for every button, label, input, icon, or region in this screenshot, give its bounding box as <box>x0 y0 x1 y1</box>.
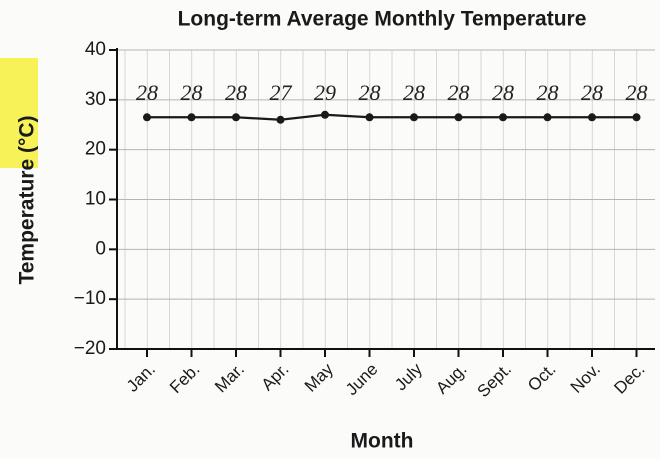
annotation: 28 <box>448 80 470 105</box>
point <box>321 110 329 119</box>
annotation: 28 <box>225 80 247 105</box>
point <box>276 115 285 124</box>
point <box>454 113 463 122</box>
x-tick-label: Dec. <box>610 360 648 398</box>
annotation: 28 <box>403 80 425 105</box>
x-tick-label: May <box>301 359 337 395</box>
y-tick-label: 20 <box>85 139 106 160</box>
y-tick-label: −10 <box>74 288 106 309</box>
point <box>499 113 507 122</box>
y-tick-label: 30 <box>85 89 106 110</box>
x-tick-label: Jan. <box>123 360 159 396</box>
x-tick-label: July <box>391 359 426 394</box>
point <box>410 113 418 122</box>
x-tick-label: Apr. <box>258 360 293 395</box>
point <box>232 113 240 122</box>
point <box>187 113 196 122</box>
annotation: 27 <box>270 80 293 105</box>
y-tick-label: 0 <box>95 238 106 259</box>
x-tick-label: Mar. <box>211 360 248 397</box>
annotation: 28 <box>359 80 381 105</box>
annotation: 28 <box>537 80 559 105</box>
x-tick-label: Nov. <box>567 360 604 397</box>
annotation: 28 <box>581 80 603 105</box>
annotation: 28 <box>492 80 514 105</box>
x-tick-label: Oct. <box>524 360 559 395</box>
line <box>147 113 637 121</box>
x-tick-label: Sept. <box>473 360 515 402</box>
point <box>632 113 641 122</box>
point <box>365 113 374 122</box>
chart-title: Long-term Average Monthly Temperature <box>178 8 587 31</box>
annotation: 29 <box>314 80 336 105</box>
x-tick-label: Aug. <box>432 360 470 398</box>
point <box>143 113 151 122</box>
annotation: 28 <box>136 80 158 105</box>
x-tick-label: Feb. <box>166 360 203 397</box>
y-tick-label: 40 <box>85 39 106 60</box>
annotation: 28 <box>181 80 203 105</box>
point <box>588 113 596 122</box>
x-axis-label: Month <box>351 430 414 453</box>
annotation: 28 <box>626 80 648 105</box>
y-tick-label: −20 <box>74 338 106 359</box>
y-axis-label: Temperature (°C) <box>16 115 39 284</box>
y-tick-label: 10 <box>85 189 106 210</box>
highlight <box>0 58 38 168</box>
x-tick-label: June <box>342 360 382 400</box>
point <box>543 113 552 122</box>
